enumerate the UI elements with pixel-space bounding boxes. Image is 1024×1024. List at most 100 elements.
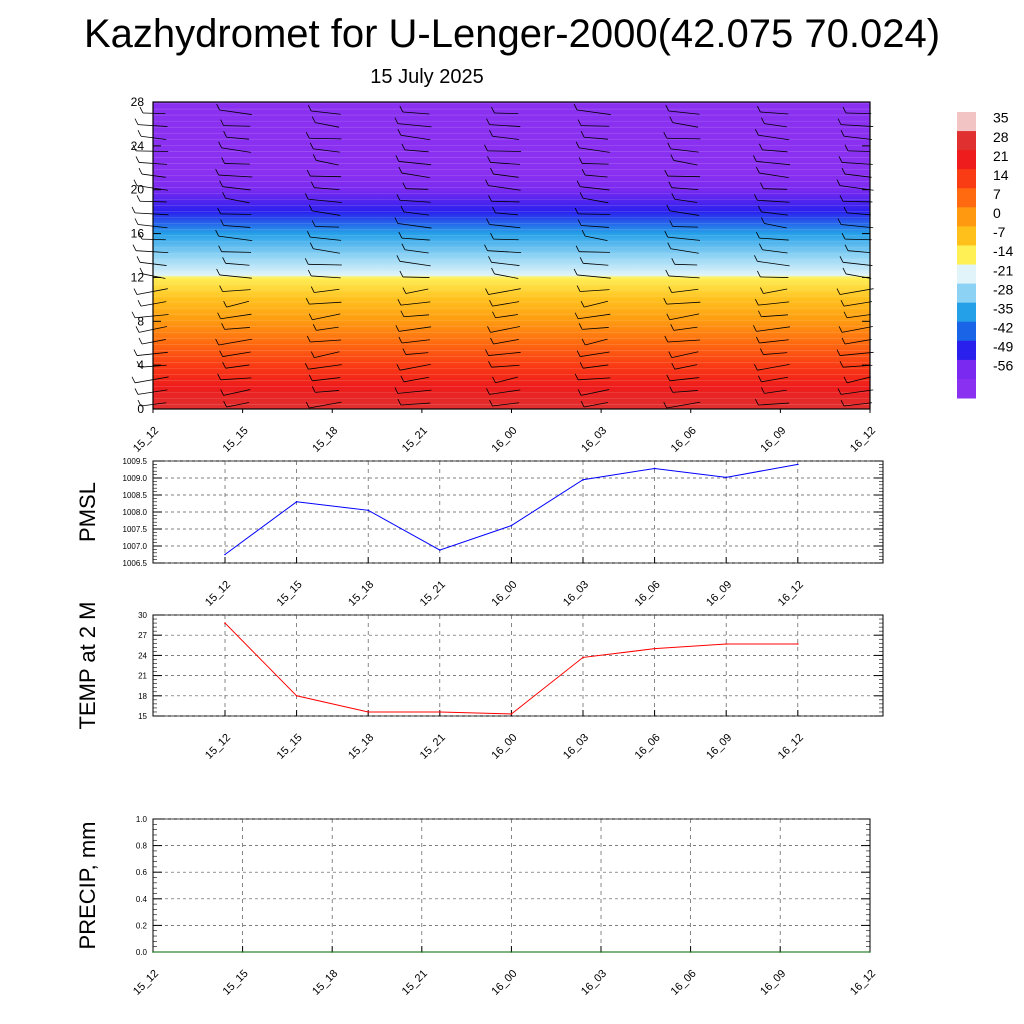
- wind-barb: [216, 268, 252, 279]
- y-tick-label: 0.6: [136, 868, 148, 877]
- x-tick-label: 16_06: [669, 968, 699, 998]
- wind-barb: [756, 166, 789, 179]
- wind-barb: [576, 180, 610, 191]
- wind-barb: [581, 168, 608, 178]
- wind-barb: [397, 398, 431, 406]
- colorbar-swatch: [957, 340, 976, 361]
- wind-barb: [756, 231, 789, 241]
- colorbar-swatch: [957, 207, 976, 227]
- wind-barb: [577, 119, 610, 127]
- wind-barb: [304, 258, 342, 266]
- colorbar-label: 28: [993, 129, 1009, 145]
- y-tick-label: 1006.5: [123, 559, 148, 568]
- wind-barb: [760, 348, 788, 355]
- colorbar-swatch: [957, 264, 976, 285]
- wind-barb: [131, 206, 169, 216]
- wind-barb: [574, 207, 611, 215]
- data-point: [797, 643, 799, 645]
- wind-barb: [580, 300, 609, 308]
- wind-barb: [843, 206, 871, 216]
- wind-barb: [668, 286, 699, 293]
- y-tick-label: 8: [137, 314, 144, 328]
- wind-barb: [223, 400, 250, 408]
- wind-barb: [754, 363, 790, 371]
- wind-barb: [663, 401, 701, 409]
- wind-barb: [839, 256, 873, 266]
- wind-barb: [492, 311, 518, 319]
- wind-barb: [663, 132, 701, 140]
- wind-barb: [487, 326, 520, 333]
- wind-barb: [753, 325, 791, 332]
- wind-barb: [837, 218, 874, 229]
- data-point: [653, 467, 656, 470]
- wind-barb: [396, 255, 431, 267]
- colorbar-swatch: [957, 321, 976, 342]
- colorbar-swatch: [957, 226, 976, 246]
- wind-barb: [836, 288, 874, 295]
- wind-barb: [760, 182, 788, 190]
- wind-barb: [664, 335, 700, 343]
- y-tick-label: 21: [138, 672, 147, 681]
- wind-barb: [402, 182, 429, 190]
- y-tick-label: 0.8: [136, 842, 148, 851]
- colorbar-swatch: [957, 112, 976, 132]
- wind-barb: [761, 117, 787, 128]
- wind-barb: [222, 192, 250, 204]
- wind-barb: [755, 129, 790, 141]
- data-point: [331, 951, 334, 953]
- y-tick-label: 0.2: [136, 921, 148, 930]
- x-tick-label: 15_18: [310, 425, 340, 455]
- x-tick-label: 15_15: [221, 968, 251, 998]
- wind-barb: [670, 154, 698, 166]
- colorbar-swatch: [957, 378, 976, 399]
- x-tick-label: 15_15: [275, 579, 305, 609]
- wind-barb: [306, 335, 342, 343]
- wind-barb: [131, 311, 169, 319]
- data-point: [295, 501, 298, 503]
- data-point: [582, 478, 584, 481]
- y-tick-label: 24: [131, 139, 145, 153]
- wind-barb: [307, 104, 341, 115]
- wind-barb: [579, 192, 609, 204]
- wind-barb: [667, 142, 699, 153]
- x-tick-label: 15_18: [310, 968, 340, 998]
- wind-barb: [304, 193, 342, 203]
- wind-barb: [488, 195, 520, 203]
- wind-barb: [491, 106, 519, 115]
- wind-barb: [399, 270, 430, 278]
- wind-barb: [308, 313, 341, 321]
- wind-barb: [840, 130, 873, 140]
- wind-barb: [837, 388, 874, 395]
- x-tick-label: 16_09: [704, 732, 734, 762]
- colorbar-label: -28: [993, 281, 1013, 297]
- data-point: [152, 951, 154, 953]
- wind-barb: [304, 363, 342, 370]
- wind-barb: [839, 195, 873, 203]
- wind-barb: [577, 219, 610, 228]
- wind-barb: [485, 179, 521, 191]
- series-line: [224, 622, 798, 715]
- y-tick-label: 24: [138, 651, 147, 660]
- data-point: [600, 951, 602, 953]
- wind-barb: [671, 363, 698, 370]
- wind-barb: [398, 231, 430, 241]
- colorbar-label: 21: [993, 148, 1009, 164]
- x-tick-label: 16_06: [633, 732, 663, 762]
- wind-barb: [223, 131, 250, 140]
- wind-barb: [486, 118, 521, 127]
- wind-barb: [311, 386, 340, 393]
- x-tick-label: 15_15: [275, 732, 305, 762]
- panel-frame: [152, 614, 884, 717]
- x-tick-label: 15_12: [203, 579, 233, 609]
- wind-barb: [577, 389, 610, 396]
- wind-barb: [310, 351, 340, 358]
- data-point: [510, 713, 513, 715]
- wind-barb: [402, 287, 429, 294]
- wind-barb: [220, 219, 251, 228]
- chart-title: Kazhydromet for U-Lenger-2000(42.075 70.…: [83, 12, 941, 56]
- wind-barb: [308, 204, 341, 216]
- wind-barb: [307, 269, 341, 279]
- colorbar-label: -14: [993, 243, 1013, 259]
- colorbar-label: -42: [993, 319, 1013, 335]
- wind-barb: [668, 181, 699, 191]
